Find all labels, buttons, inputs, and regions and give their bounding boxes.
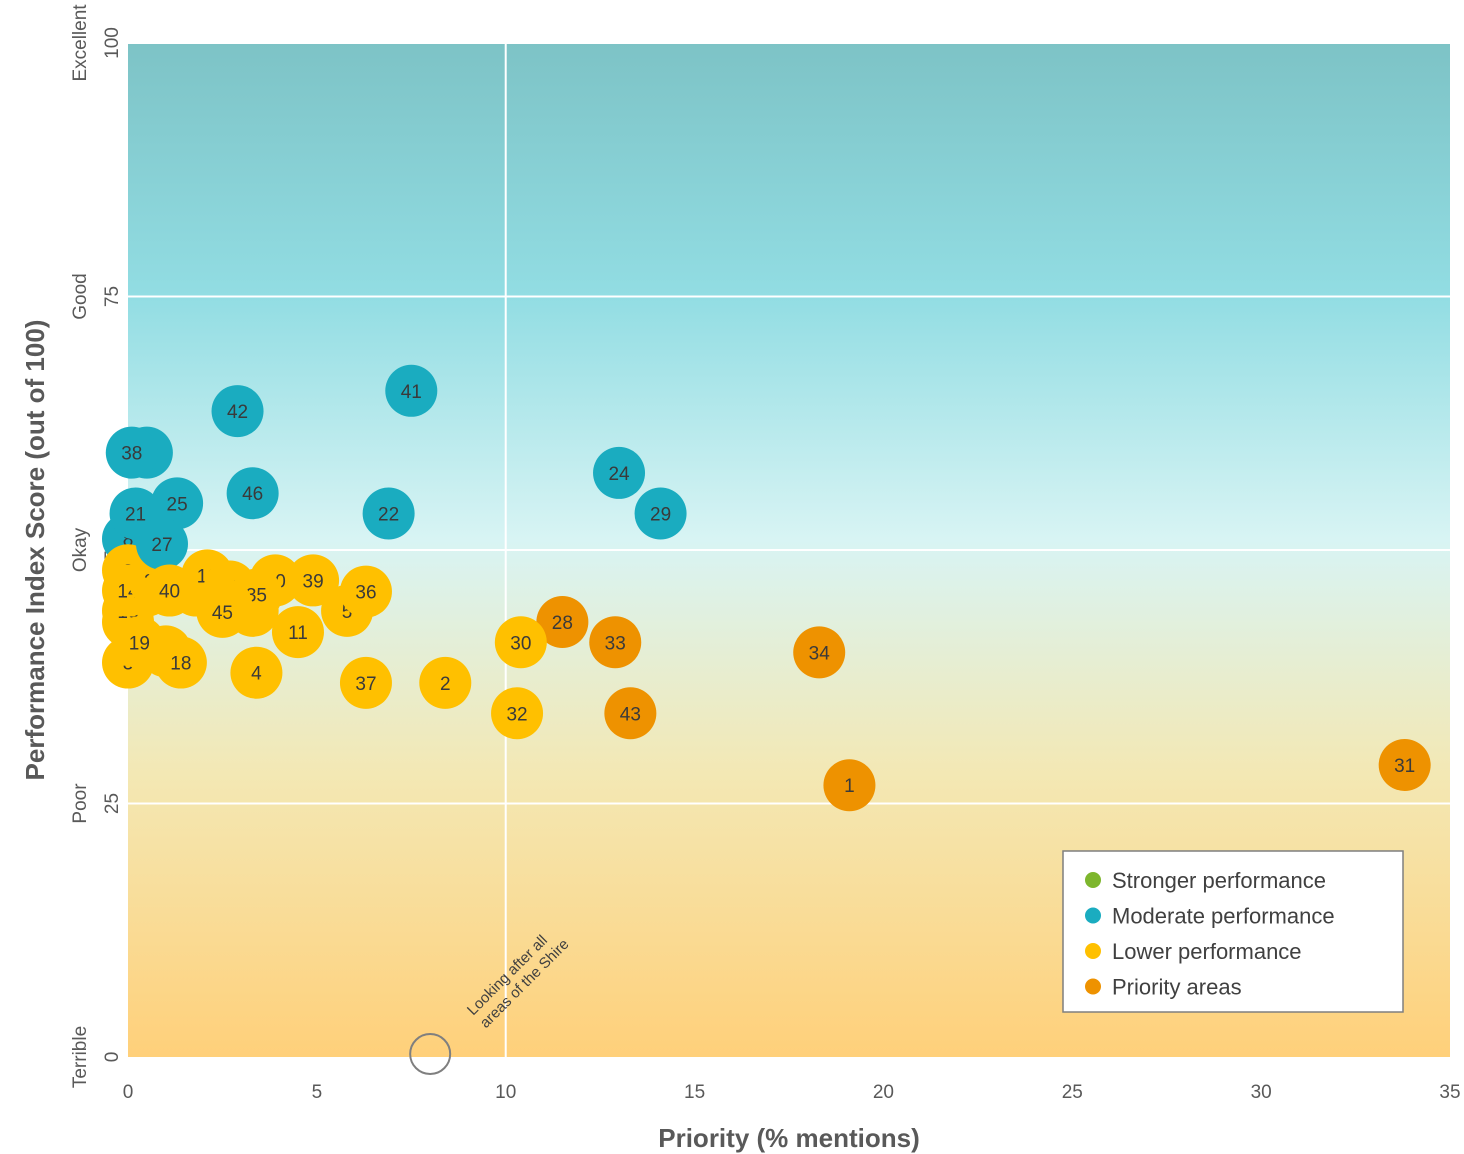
x-tick-label: 25	[1062, 1082, 1083, 1103]
legend-box	[1062, 850, 1404, 1013]
grid	[128, 42, 1450, 1057]
bubble	[793, 626, 846, 679]
bubble-label: 31	[1394, 756, 1415, 777]
bubble	[154, 636, 207, 689]
y-tick-label: 0	[102, 1052, 123, 1063]
y-band-label: Okay	[70, 527, 91, 572]
bubble	[419, 656, 472, 709]
bubble-label: 40	[159, 582, 180, 603]
bubble	[604, 687, 657, 740]
bubble-label: 43	[620, 704, 641, 725]
bubble	[105, 426, 158, 479]
legend-label: Moderate performance	[1112, 904, 1335, 929]
bubble-label: 28	[552, 613, 573, 634]
bubble	[339, 656, 392, 709]
legend-swatch	[1085, 872, 1101, 888]
bubble	[271, 606, 324, 659]
bubble-label: 8	[123, 530, 134, 551]
bubble-label: 36	[355, 583, 376, 604]
x-tick-label: 20	[873, 1082, 894, 1103]
legend-label: Stronger performance	[1112, 868, 1326, 893]
y-tick-label: 75	[102, 286, 123, 307]
bubble-label: 4	[251, 664, 262, 685]
bubble	[494, 616, 547, 669]
bubble-label: 27	[151, 535, 172, 556]
bubble	[362, 487, 415, 540]
bubble-label: 33	[605, 633, 626, 654]
bubble-label: 41	[401, 382, 422, 403]
bubble-label: 32	[506, 704, 527, 725]
bubble-label: 21	[125, 504, 146, 525]
bubbles: 1234567891011121314151617181920212223242…	[102, 364, 1431, 812]
bubble	[287, 554, 340, 607]
y-band-label: Good	[70, 273, 91, 319]
bubble-label: 11	[288, 623, 308, 644]
bubble-label: 30	[510, 633, 531, 654]
y-tick-label: 100	[102, 27, 123, 59]
bubble-label: 46	[242, 484, 263, 505]
bubble	[823, 759, 876, 812]
bubble-label: 19	[129, 633, 150, 654]
x-tick-label: 15	[684, 1082, 705, 1103]
bubble	[339, 565, 392, 618]
legend-swatch	[1085, 907, 1101, 924]
legend-label: Priority areas	[1112, 975, 1242, 1000]
bubble-label: 45	[212, 603, 233, 624]
x-axis-title: Priority (% mentions)	[658, 1123, 919, 1153]
legend: Stronger performance Moderate performance…	[1062, 850, 1404, 1013]
bubble	[196, 585, 249, 638]
bubble-label: 42	[227, 402, 248, 423]
x-tick-label: 5	[312, 1082, 323, 1103]
bubble	[151, 477, 204, 530]
legend-swatch	[1085, 943, 1101, 959]
legend-label: Lower performance	[1112, 939, 1302, 964]
y-axis-title: Performance Index Score (out of 100)	[20, 320, 50, 781]
bubble	[143, 564, 196, 617]
bubble-label: 34	[809, 643, 831, 664]
bubble	[593, 446, 646, 499]
bubble	[211, 385, 264, 438]
bubble-label: 24	[608, 464, 630, 485]
bubble	[536, 595, 589, 648]
annotation-marker	[409, 1033, 452, 1075]
bubble-label: 1	[844, 776, 855, 797]
bubble-label: 2	[440, 674, 451, 695]
y-band-label: Excellent	[70, 4, 91, 82]
bubble	[385, 364, 438, 417]
bubble-label: 25	[167, 494, 188, 515]
bubble	[491, 687, 544, 740]
bubble	[135, 517, 188, 570]
bubble-label: 5	[342, 602, 353, 623]
bubble-label: 39	[303, 571, 324, 592]
x-tick-label: 30	[1251, 1082, 1272, 1103]
y-band-label: Terrible	[70, 1026, 91, 1088]
bubble	[230, 646, 283, 699]
bubble-label: 29	[650, 504, 671, 525]
x-tick-label: 10	[495, 1082, 516, 1103]
bubble-label: 37	[355, 674, 376, 695]
bubble-label: 18	[170, 654, 191, 675]
x-tick-label: 35	[1439, 1082, 1460, 1103]
bubble-label: 22	[378, 504, 399, 525]
bubble	[226, 467, 279, 520]
x-tick-label: 0	[123, 1082, 134, 1103]
bubble	[589, 616, 642, 669]
bubble	[113, 616, 166, 669]
y-tick-label: 25	[102, 793, 123, 814]
bubble	[634, 487, 687, 540]
bubble-label: 38	[121, 444, 142, 465]
bubble	[1378, 738, 1431, 791]
legend-swatch	[1085, 978, 1101, 995]
y-band-label: Poor	[70, 783, 91, 824]
